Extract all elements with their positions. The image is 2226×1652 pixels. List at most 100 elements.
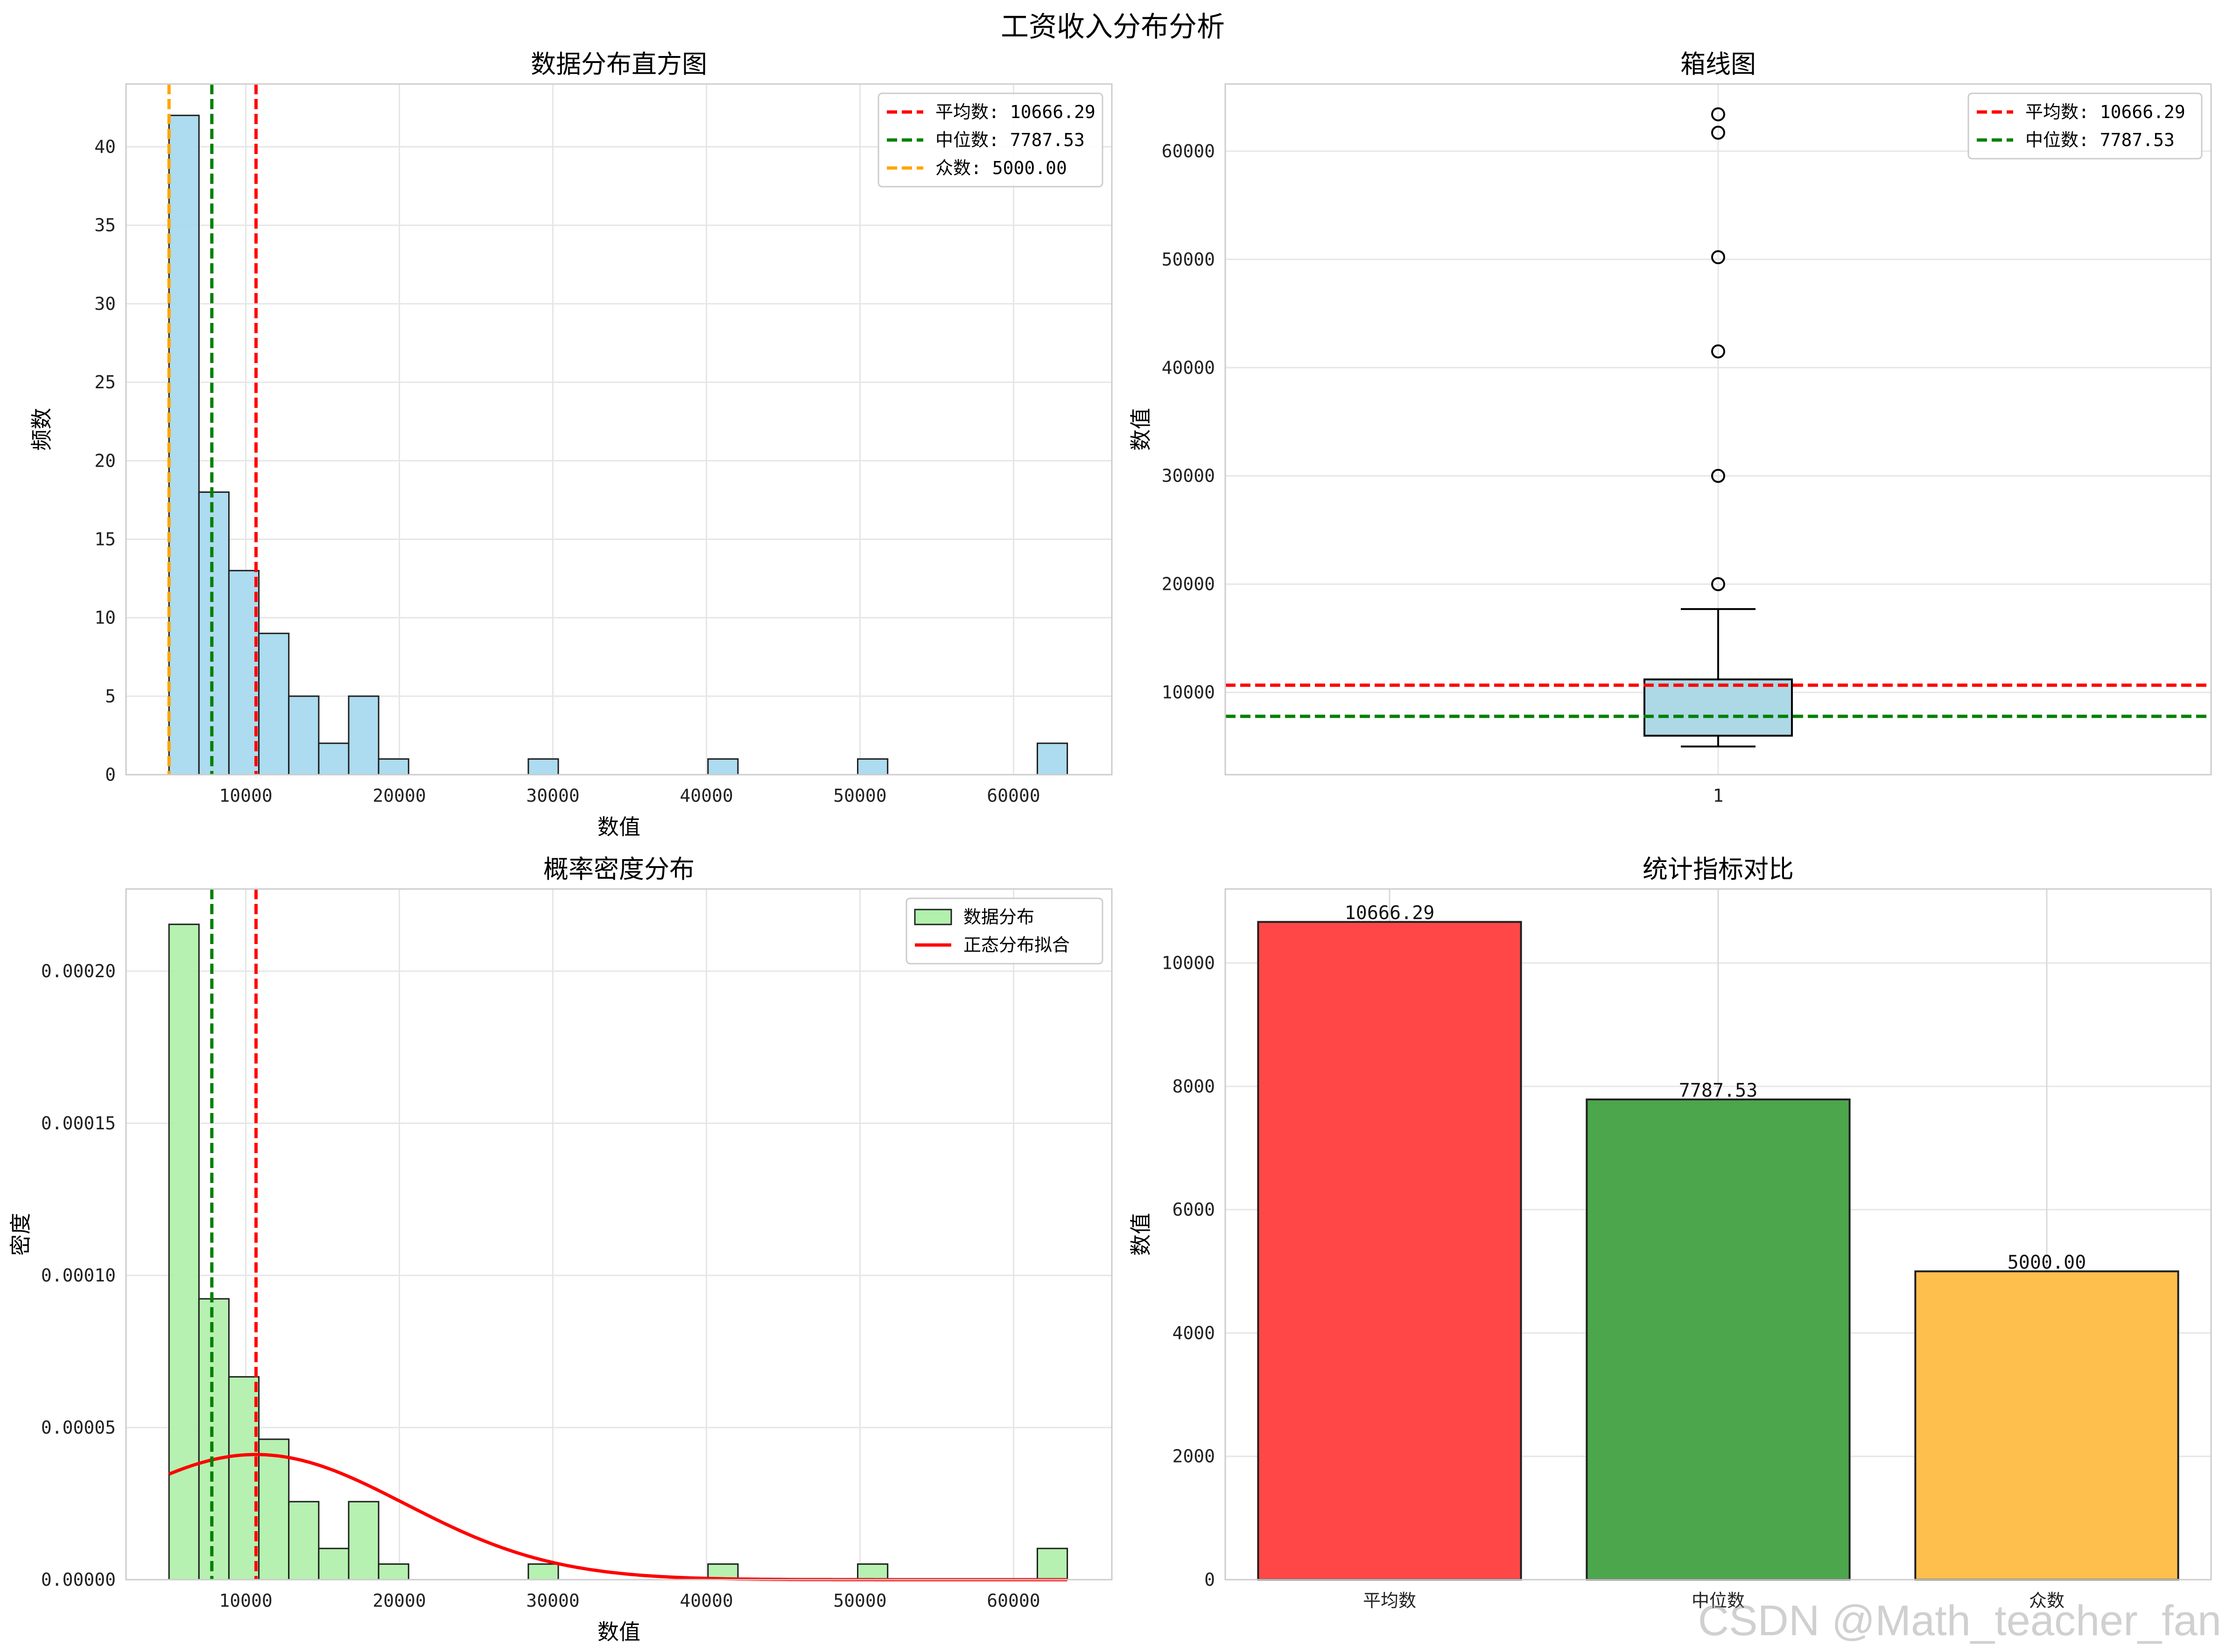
x-tick-label: 60000 <box>987 1590 1040 1611</box>
histogram-bar <box>378 1563 409 1581</box>
x-tick-label: 1 <box>1713 785 1724 806</box>
legend-entry: 中位数: 7787.53 <box>2025 130 2175 150</box>
y-axis-label: 数值 <box>1128 1213 1153 1256</box>
axes-frame <box>1224 888 2212 1581</box>
box <box>1643 678 1793 737</box>
y-tick-label: 8000 <box>1172 1076 1215 1097</box>
legend-entry: 众数: 5000.00 <box>935 158 1067 178</box>
x-tick-label: 50000 <box>833 1590 886 1611</box>
histogram-bar <box>168 924 200 1581</box>
x-tick-label: 中位数 <box>1692 1590 1745 1611</box>
y-tick-label: 20 <box>94 450 116 471</box>
axes-frame <box>125 83 1113 776</box>
histogram-bar <box>198 491 230 776</box>
legend-entry: 平均数: 10666.29 <box>935 102 1095 122</box>
y-tick-label: 20000 <box>1162 574 1215 595</box>
subplot-title: 箱线图 <box>1680 49 1756 79</box>
histogram-bar <box>228 570 260 776</box>
bar-value-label: 5000.00 <box>2008 1252 2086 1273</box>
y-tick-label: 10000 <box>1162 953 1215 973</box>
legend: 平均数: 10666.29 中位数: 7787.53 <box>1967 92 2203 160</box>
histogram-bar <box>318 742 350 776</box>
y-tick-label: 0 <box>1204 1569 1215 1590</box>
outlier-point <box>1711 469 1725 483</box>
y-tick-label: 15 <box>94 529 116 549</box>
y-tick-label: 0.00000 <box>41 1569 116 1590</box>
legend-entry: 平均数: 10666.29 <box>2025 102 2185 122</box>
y-tick-label: 25 <box>94 372 116 392</box>
y-tick-label: 30000 <box>1162 466 1215 486</box>
x-axis-label: 数值 <box>597 1619 640 1645</box>
y-tick-label: 5 <box>105 686 116 707</box>
outlier-point <box>1711 344 1725 358</box>
x-axis-label: 数值 <box>597 814 640 840</box>
histogram-bar <box>168 114 200 776</box>
bar-value-label: 10666.29 <box>1345 903 1435 924</box>
x-tick-label: 平均数 <box>1363 1590 1416 1611</box>
x-tick-label: 60000 <box>987 785 1040 806</box>
subplot-density: 10000 20000 30000 40000 50000 60000 0.00000 0.0… <box>8 854 1113 1645</box>
subplot-title: 概率密度分布 <box>543 854 695 884</box>
y-tick-label: 0.00015 <box>41 1113 116 1134</box>
x-tick-label: 30000 <box>526 785 579 806</box>
y-axis-label: 数值 <box>1128 408 1153 451</box>
legend-swatch <box>914 909 952 925</box>
histogram-bar <box>1036 1547 1068 1581</box>
histogram-bar <box>857 758 889 776</box>
subplot-histogram: 10000 20000 30000 40000 50000 60000 0 5 10 15 20 25… <box>29 49 1113 840</box>
y-tick-label: 6000 <box>1172 1199 1215 1220</box>
stat-bar <box>1257 921 1522 1581</box>
y-tick-label: 10 <box>94 608 116 628</box>
x-tick-label: 40000 <box>680 1590 733 1611</box>
histogram-bar <box>198 1298 230 1581</box>
figure-title: 工资收入分布分析 <box>1001 11 1225 43</box>
y-tick-label: 60000 <box>1162 141 1215 161</box>
y-tick-label: 30 <box>94 294 116 314</box>
subplot-title: 数据分布直方图 <box>531 49 707 79</box>
legend-entry: 正态分布拟合 <box>963 935 1070 955</box>
axes-frame <box>1224 83 2212 776</box>
histogram-bar <box>707 758 739 776</box>
stat-bar <box>1586 1098 1851 1581</box>
y-tick-label: 4000 <box>1172 1323 1215 1343</box>
watermark: CSDN @Math_teacher_fan <box>1698 1597 2221 1645</box>
outlier-point <box>1711 250 1725 265</box>
x-tick-label: 10000 <box>219 1590 272 1611</box>
histogram-bar <box>1036 742 1068 776</box>
outlier-point <box>1711 126 1725 140</box>
outlier-point <box>1711 107 1725 121</box>
y-tick-label: 35 <box>94 215 116 236</box>
y-tick-label: 10000 <box>1162 682 1215 703</box>
axes-frame <box>125 888 1113 1581</box>
histogram-bar <box>857 1563 889 1581</box>
stat-bar <box>1914 1270 2179 1581</box>
y-tick-label: 2000 <box>1172 1446 1215 1467</box>
histogram-bar <box>258 632 290 776</box>
legend-box <box>906 897 1103 965</box>
histogram-bar <box>318 1547 350 1581</box>
x-tick-label: 众数 <box>2029 1590 2064 1611</box>
x-tick-label: 20000 <box>372 785 426 806</box>
subplot-title: 统计指标对比 <box>1643 854 1794 884</box>
y-tick-label: 40000 <box>1162 357 1215 378</box>
legend-box <box>878 92 1103 188</box>
y-tick-label: 0.00010 <box>41 1265 116 1286</box>
legend-entry: 中位数: 7787.53 <box>935 130 1085 150</box>
histogram-bar <box>258 1438 290 1581</box>
legend-entry: 数据分布 <box>963 907 1034 927</box>
histogram-bar <box>288 1501 320 1581</box>
y-tick-label: 0.00020 <box>41 961 116 981</box>
histogram-bar <box>527 1563 559 1581</box>
histogram-bar <box>348 1501 379 1581</box>
y-axis-label: 频数 <box>29 408 54 451</box>
y-axis-label: 密度 <box>8 1213 33 1256</box>
histogram-bar <box>527 758 559 776</box>
legend-box <box>1967 92 2203 160</box>
y-tick-label: 50000 <box>1162 249 1215 270</box>
y-tick-label: 40 <box>94 137 116 157</box>
x-tick-label: 20000 <box>372 1590 426 1611</box>
